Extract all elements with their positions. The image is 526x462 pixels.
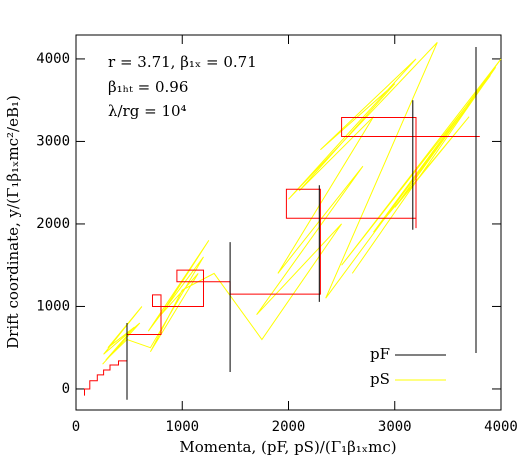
y-tick-label: 2000	[36, 216, 70, 232]
series-line	[126, 47, 477, 400]
legend-label: pF	[370, 345, 390, 363]
x-tick-label: 4000	[484, 419, 518, 435]
y-tick-label: 0	[62, 381, 70, 397]
annotation: β₁ₕₜ = 0.96	[108, 78, 188, 96]
series-line	[84, 117, 480, 396]
x-axis-label: Momenta, (pF, pS)/(Γ₁β₁ₓmc)	[179, 438, 396, 456]
annotation: λ/rg = 10⁴	[108, 102, 187, 120]
x-tick-label: 1000	[165, 419, 199, 435]
legend-label: pS	[370, 370, 390, 388]
y-axis-label: Drift coordinate, y/(Γ₁β₁ₓmc²/eB₁)	[4, 95, 22, 349]
series-line	[102, 42, 502, 365]
x-tick-label: 2000	[272, 419, 306, 435]
x-tick-label: 3000	[378, 419, 412, 435]
x-tick-label: 0	[72, 419, 80, 435]
y-tick-label: 1000	[36, 298, 70, 314]
y-tick-label: 4000	[36, 51, 70, 67]
annotation: r = 3.71, β₁ₓ = 0.71	[108, 53, 257, 71]
y-tick-label: 3000	[36, 133, 70, 149]
